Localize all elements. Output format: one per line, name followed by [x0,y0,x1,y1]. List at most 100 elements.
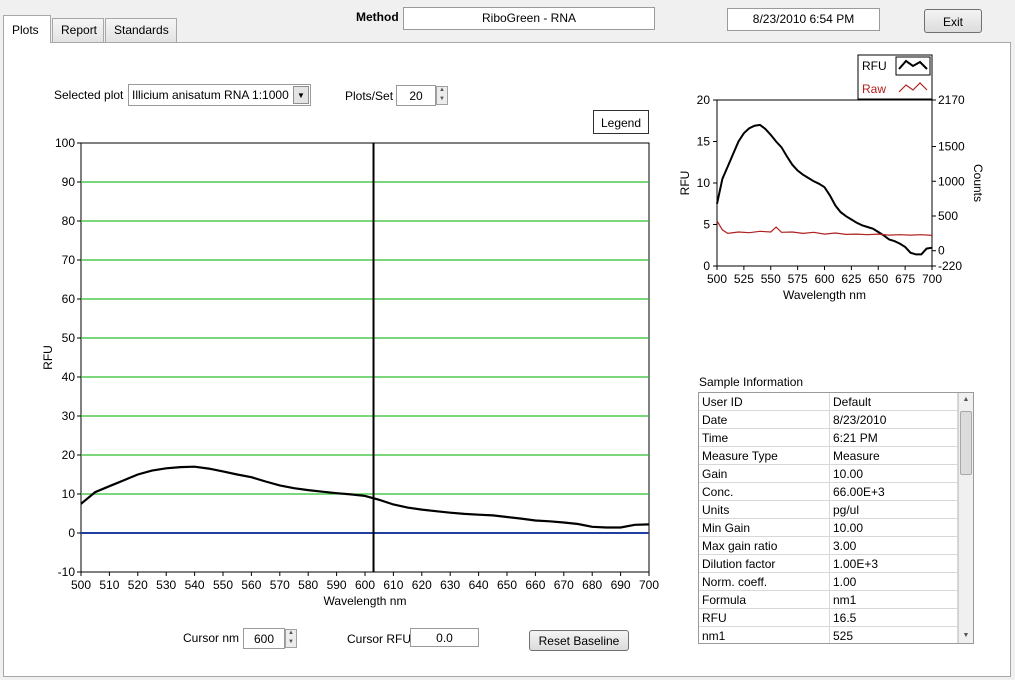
scrollbar-thumb[interactable] [960,411,972,475]
y-tick-label: 70 [62,253,76,267]
y-tick-label: 50 [62,331,76,345]
plots-per-set-input[interactable]: 20 [396,85,436,106]
x-tick-label: 700 [639,578,659,592]
info-key: Units [699,501,830,518]
method-label: Method [356,10,399,24]
selected-plot-label: Selected plot [54,88,124,102]
info-key: Conc. [699,483,830,500]
x-tick-label: 580 [298,578,318,592]
y-tick-label: 60 [62,292,76,306]
info-value: 525 [830,627,958,643]
legend-line-raw [898,82,928,93]
info-value: Measure [830,447,958,464]
plot-area [80,142,650,573]
x-tick-label: 550 [213,578,233,592]
dropdown-arrow-icon[interactable]: ▼ [293,86,309,104]
sample-info-table[interactable]: User ID Default Date 8/23/2010 Time 6:21 PM Me… [698,392,974,644]
scroll-down-icon[interactable]: ▼ [962,632,970,639]
y-tick-label: 0 [703,259,710,273]
x-tick-label: 650 [497,578,517,592]
info-key: Measure Type [699,447,830,464]
x-tick-label: 520 [128,578,148,592]
info-value: 3.00 [830,537,958,554]
table-row[interactable]: Time 6:21 PM [699,429,973,447]
main-spectrum-chart[interactable]: -10 0 10 20 30 40 50 60 70 80 90 100 500 510 520 530 540… [30,135,670,615]
table-row[interactable]: Formula nm1 [699,591,973,609]
table-row[interactable]: Conc. 66.00E+3 [699,483,973,501]
y-tick-label: 0 [68,526,75,540]
spin-down-icon[interactable]: ▼ [439,95,445,102]
rfu-spectrum-line [80,465,650,529]
y-tick-label: -10 [58,565,76,579]
table-row[interactable]: Measure Type Measure [699,447,973,465]
x-tick-label: 510 [99,578,119,592]
y-tick-label: 20 [697,93,711,107]
info-value: 6:21 PM [830,429,958,446]
tab-report[interactable]: Report [52,18,104,42]
y-axis-label: RFU [41,345,55,370]
table-row[interactable]: RFU 16.5 [699,609,973,627]
info-value: 10.00 [830,465,958,482]
rfu-series-line [716,123,933,256]
table-row[interactable]: Gain 10.00 [699,465,973,483]
cursor-nm-input[interactable]: 600 [243,628,285,649]
info-key: Dilution factor [699,555,830,572]
y2-tick-label: 2170 [938,93,965,107]
x-tick-label: 690 [611,578,631,592]
table-row[interactable]: Min Gain 10.00 [699,519,973,537]
info-key: Time [699,429,830,446]
table-row[interactable]: Date 8/23/2010 [699,411,973,429]
y-tick-label: 30 [62,409,76,423]
legend-button[interactable]: Legend [593,110,649,134]
spin-up-icon[interactable]: ▲ [288,630,294,636]
y-tick-label: 10 [697,176,711,190]
y2-tick-label: 0 [938,244,945,258]
tab-plots[interactable]: Plots [3,15,51,43]
y-tick-label: 100 [55,136,75,150]
x-tick-label: 525 [734,272,754,286]
y2-tick-label: 500 [938,209,958,223]
y-tick-label: 20 [62,448,76,462]
x-tick-label: 500 [707,272,727,286]
table-row[interactable]: Max gain ratio 3.00 [699,537,973,555]
table-row[interactable]: Norm. coeff. 1.00 [699,573,973,591]
selected-plot-select[interactable]: Illicium anisatum RNA 1:1000 ▼ [128,84,311,106]
y-axis-label: RFU [678,171,692,196]
x-tick-label: 630 [440,578,460,592]
table-row[interactable]: Dilution factor 1.00E+3 [699,555,973,573]
x-tick-label: 540 [185,578,205,592]
x-tick-label: 600 [355,578,375,592]
x-tick-label: 660 [525,578,545,592]
cursor-rfu-display: 0.0 [410,628,479,647]
cursor-nm-label: Cursor nm [183,631,240,645]
info-value: pg/ul [830,501,958,518]
y-tick-label: 40 [62,370,76,384]
reset-baseline-button[interactable]: Reset Baseline [529,630,629,651]
exit-button[interactable]: Exit [924,9,982,33]
info-value: Default [830,393,958,410]
legend-label-raw: Raw [862,82,886,96]
tab-standards[interactable]: Standards [105,18,177,42]
y2-axis-label: Counts [971,164,985,202]
y-tick-label: 90 [62,175,76,189]
cursor-nm-stepper[interactable]: ▲ ▼ [285,629,297,648]
x-tick-label: 640 [469,578,489,592]
table-row[interactable]: nm1 525 [699,627,973,643]
info-value: 1.00E+3 [830,555,958,572]
spin-up-icon[interactable]: ▲ [439,87,445,93]
method-field[interactable]: RiboGreen - RNA [403,7,655,30]
x-tick-label: 600 [814,272,834,286]
info-key: Norm. coeff. [699,573,830,590]
scrollbar[interactable]: ▲ ▼ [958,393,973,643]
y-tick-label: 15 [697,135,711,149]
y-tick-label: 10 [62,487,76,501]
table-row[interactable]: User ID Default [699,393,973,411]
cursor-rfu-label: Cursor RFU [347,632,412,646]
spin-down-icon[interactable]: ▼ [288,638,294,645]
scroll-up-icon[interactable]: ▲ [962,396,970,403]
table-row[interactable]: Units pg/ul [699,501,973,519]
small-plot-area [716,99,933,267]
info-key: Formula [699,591,830,608]
plots-per-set-stepper[interactable]: ▲ ▼ [436,86,448,105]
